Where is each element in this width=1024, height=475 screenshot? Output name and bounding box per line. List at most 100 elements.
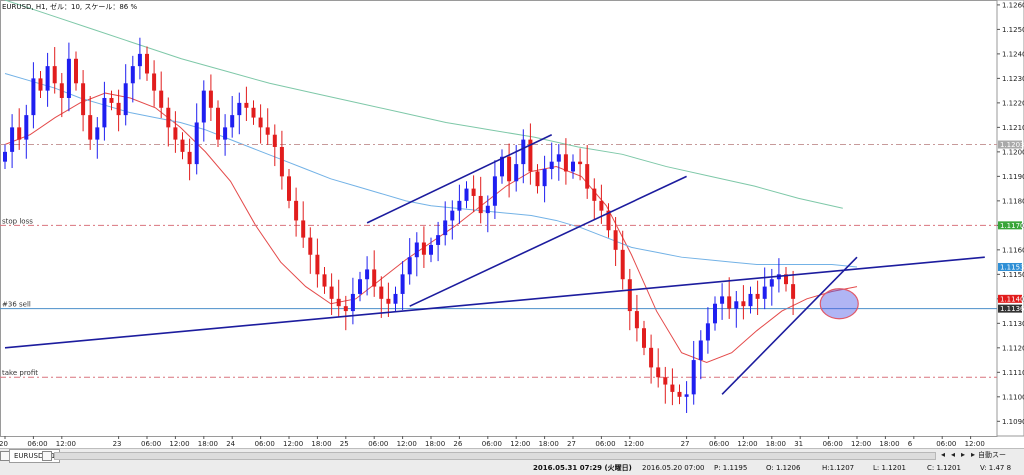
candle-body [478, 195, 483, 214]
candle-body [386, 298, 391, 304]
candle-body [762, 286, 767, 299]
candle-body [322, 274, 327, 287]
candle-body [258, 117, 263, 128]
status-open: O: 1.1206 [766, 464, 801, 472]
y-tick-label: 1.1260 [1002, 1, 1024, 9]
price-badge [998, 294, 1022, 303]
nav-first-icon[interactable]: ◂ [940, 450, 945, 459]
candle-body [414, 242, 419, 258]
x-tick-label: 06:00 [255, 440, 275, 448]
candle-body [3, 151, 7, 162]
price-axis [996, 0, 1024, 437]
x-tick-label: 06:00 [595, 440, 615, 448]
candle-body [208, 90, 213, 108]
tab-right-icon[interactable] [42, 451, 52, 461]
x-tick-label: 06:00 [368, 440, 388, 448]
price-chart[interactable]: 1.1260 1.1250 1.1240 1.1230 1.1220 1.1210 1.12… [0, 0, 1024, 448]
tab-chart[interactable]: EURUSD,H1 [9, 449, 61, 463]
x-tick-label: 06:00 [482, 440, 502, 448]
candle-body [741, 301, 746, 307]
candle-body [528, 139, 533, 172]
x-tick-label: 12:00 [851, 440, 871, 448]
x-tick-label: 06:00 [936, 440, 956, 448]
candle-body [471, 188, 476, 196]
candle-body [755, 293, 760, 299]
candle-body [287, 176, 291, 201]
candle-body [748, 293, 753, 307]
x-tick-label: 12:00 [624, 440, 644, 448]
candle-body [684, 394, 689, 397]
candle-body [457, 200, 462, 211]
y-tick-label: 1.1130 [1002, 320, 1024, 328]
candle-body [421, 242, 426, 255]
candle-body [642, 328, 646, 348]
candle-body [102, 97, 107, 128]
candle-body [365, 269, 370, 280]
candle-body [464, 188, 469, 201]
status-volume: V: 1.47 8 [980, 464, 1012, 472]
trendline[interactable] [409, 175, 687, 307]
nav-last-icon[interactable]: ▸ [970, 450, 975, 459]
x-tick-label: 06:00 [27, 440, 47, 448]
x-tick-label: 27 [681, 440, 690, 448]
candle-body [251, 107, 256, 118]
level-label: #36 sell [2, 301, 31, 309]
y-tick-label: 1.1220 [1002, 99, 1024, 107]
candle-body [450, 210, 455, 221]
status-bar-time: 2016.05.20 07:00 [642, 464, 705, 472]
status-high: H:1.1207 [822, 464, 855, 472]
x-tick-label: 20 [0, 440, 8, 448]
candle-body [599, 200, 604, 211]
candle-body [485, 205, 490, 214]
candle-body [145, 53, 149, 74]
auto-scroll-label[interactable]: 自動スー [978, 451, 1006, 459]
candle-body [59, 83, 64, 98]
x-tick-label: 25 [340, 440, 349, 448]
level-badge-label: 1.1170 [1000, 222, 1024, 230]
candle-body [123, 83, 128, 116]
candle-body [429, 244, 433, 255]
x-tick-label: 12:00 [169, 440, 189, 448]
trendline[interactable] [4, 256, 985, 349]
y-tick-label: 1.1240 [1002, 50, 1024, 58]
candle-body [38, 78, 43, 91]
candle-body [116, 102, 121, 116]
nav-prev-icon[interactable]: ◂ [950, 450, 955, 459]
candle-body [95, 127, 100, 140]
price-badge-label: 1.1153 [1000, 263, 1024, 271]
nav-next-icon[interactable]: ▸ [960, 450, 965, 459]
candle-body [720, 296, 725, 304]
candle-body [677, 391, 682, 397]
y-tick-label: 1.1230 [1002, 75, 1024, 83]
candle-body [542, 169, 547, 187]
x-tick-label: 18:00 [425, 440, 445, 448]
status-time: 2016.05.31 07:29 (火曜日) [533, 464, 632, 472]
y-tick-label: 1.1250 [1002, 26, 1024, 34]
trendline[interactable] [366, 133, 553, 224]
candle-body [634, 311, 639, 329]
candle-body [52, 66, 57, 84]
candle-body [656, 367, 661, 378]
x-tick-label: 12:00 [510, 440, 530, 448]
x-tick-label: 12:00 [283, 440, 303, 448]
horizontal-scrollbar[interactable] [54, 452, 936, 460]
candle-body [734, 301, 739, 309]
candle-body [500, 156, 504, 177]
candle-body [535, 171, 540, 187]
chart-info: EURUSD, H1, ゼル：10, スケール：86 % [2, 3, 138, 11]
candle-body [216, 107, 220, 140]
candle-body [24, 115, 29, 140]
candle-body [10, 127, 15, 152]
y-tick-label: 1.1090 [1002, 418, 1024, 426]
candle-body [400, 274, 405, 294]
candle-body [301, 220, 306, 238]
candle-body [74, 58, 78, 84]
trendline[interactable] [721, 256, 858, 395]
candle-body [691, 360, 696, 395]
candle-body [379, 286, 384, 299]
candle-body [279, 146, 284, 177]
candle-body [180, 139, 185, 152]
y-tick-label: 1.1210 [1002, 124, 1024, 132]
candle-body [343, 306, 348, 312]
candle-body [173, 127, 178, 140]
